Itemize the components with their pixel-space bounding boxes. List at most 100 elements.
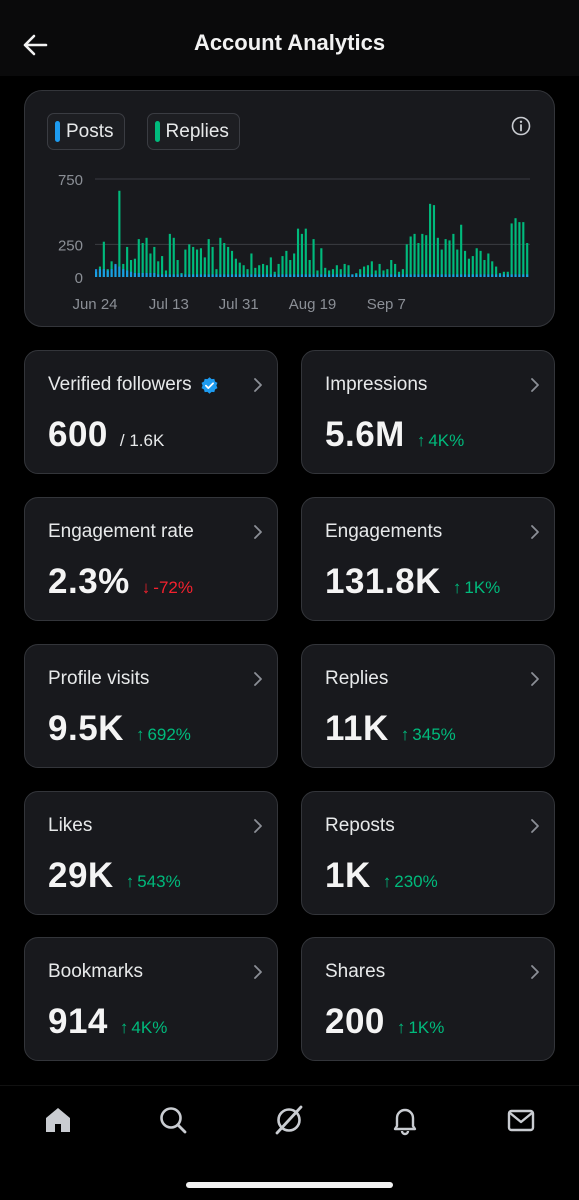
replies-bar: [296, 228, 300, 277]
posts-bar: [300, 274, 303, 277]
replies-bar: [157, 261, 160, 277]
replies-bar: [312, 239, 315, 277]
stat-card-reposts[interactable]: Reposts 1K ↑ 230%: [301, 791, 555, 915]
stat-card-impressions[interactable]: Impressions 5.6M ↑ 4K%: [301, 350, 555, 474]
posts-bar: [355, 274, 358, 277]
posts-bar: [262, 274, 265, 277]
stat-value: 5.6M: [325, 415, 405, 454]
trend-arrow-icon: ↑: [119, 1018, 129, 1037]
replies-bar: [417, 243, 420, 277]
trend-arrow-icon: ↑: [382, 872, 392, 891]
posts-bar: [491, 274, 494, 277]
chevron-right-icon: [531, 378, 539, 392]
replies-bar: [518, 222, 521, 277]
replies-bar: [479, 250, 482, 277]
posts-bar: [522, 274, 525, 277]
legend-replies[interactable]: Replies: [146, 113, 240, 150]
posts-bar: [273, 274, 276, 277]
tab-messages[interactable]: [491, 1100, 551, 1140]
replies-bar: [343, 263, 346, 277]
replies-bar: [304, 228, 307, 277]
posts-bar: [238, 274, 241, 277]
y-tick-label: 250: [58, 237, 83, 254]
tab-notifications[interactable]: [375, 1100, 435, 1140]
replies-bar: [250, 253, 253, 277]
stat-change: ↑ 692%: [136, 725, 191, 745]
legend-posts[interactable]: Posts: [47, 113, 125, 150]
chevron-right-icon: [254, 965, 262, 979]
stat-card-engagements[interactable]: Engagements 131.8K ↑ 1K%: [301, 497, 555, 621]
stat-card-bookmarks[interactable]: Bookmarks 914 ↑ 4K%: [24, 937, 278, 1061]
stat-card-profile-visits[interactable]: Profile visits 9.5K ↑ 692%: [24, 644, 278, 768]
posts-bar: [320, 274, 323, 277]
posts-bar: [417, 274, 420, 277]
stat-card-likes[interactable]: Likes 29K ↑ 543%: [24, 791, 278, 915]
posts-bar: [172, 274, 175, 277]
replies-bar: [436, 237, 439, 277]
stat-label: Engagements: [325, 521, 442, 543]
stat-card-replies[interactable]: Replies 11K ↑ 345%: [301, 644, 555, 768]
tab-home[interactable]: [28, 1100, 88, 1140]
posts-bar: [114, 263, 117, 277]
posts-bar: [219, 274, 222, 277]
stat-card-shares[interactable]: Shares 200 ↑ 1K%: [301, 937, 555, 1061]
replies-bar: [238, 262, 241, 277]
replies-bar: [405, 244, 408, 277]
y-tick-label: 0: [75, 270, 83, 287]
replies-bar: [510, 223, 513, 277]
posts-bar: [203, 274, 206, 277]
replies-bar: [234, 258, 237, 277]
posts-bar: [153, 273, 156, 277]
stat-value: 1K: [325, 856, 371, 895]
posts-bar: [95, 269, 98, 277]
x-tick-label: Jul 13: [149, 296, 189, 313]
replies-bar: [362, 266, 366, 277]
tab-search[interactable]: [143, 1100, 203, 1140]
chevron-right-icon: [254, 819, 262, 833]
posts-bar: [164, 274, 168, 277]
replies-bar: [526, 243, 529, 277]
posts-bar: [126, 270, 129, 277]
posts-bar: [502, 274, 505, 277]
posts-bar: [312, 274, 315, 277]
posts-bar: [362, 274, 366, 277]
stat-value-row: 11K ↑ 345%: [325, 709, 456, 749]
posts-bar: [452, 274, 455, 277]
replies-bar: [172, 237, 175, 277]
posts-bar: [141, 273, 144, 277]
stat-label-text: Engagement rate: [48, 521, 194, 542]
stat-card-verified-followers[interactable]: Verified followers 600 / 1.6K: [24, 350, 278, 474]
stat-value: 131.8K: [325, 562, 441, 601]
info-circle-icon[interactable]: [510, 115, 532, 137]
replies-bar: [475, 248, 478, 277]
bell-icon: [393, 1108, 417, 1136]
replies-bar: [320, 248, 323, 277]
posts-bar: [514, 274, 517, 277]
legend-replies-label: Replies: [165, 120, 229, 142]
replies-bar: [195, 249, 199, 277]
replies-bar: [522, 222, 525, 277]
posts-bar: [347, 274, 350, 277]
replies-bar: [452, 233, 455, 277]
replies-bar: [308, 260, 311, 277]
tab-grok[interactable]: [259, 1100, 319, 1140]
replies-bar: [176, 260, 179, 277]
chevron-right-icon: [531, 819, 539, 833]
replies-bar: [491, 261, 494, 277]
back-button[interactable]: [18, 28, 52, 62]
replies-bar: [161, 256, 164, 277]
replies-bar: [285, 250, 288, 277]
x-tick-label: Aug 19: [289, 296, 337, 313]
stat-label-text: Profile visits: [48, 668, 150, 689]
replies-bar: [483, 260, 486, 277]
stat-value-row: 9.5K ↑ 692%: [48, 709, 191, 749]
replies-bar: [444, 239, 447, 277]
replies-bar: [394, 263, 397, 277]
posts-bar: [335, 274, 338, 277]
posts-bar: [436, 274, 439, 277]
stat-value: 914: [48, 1002, 108, 1041]
posts-bar: [145, 273, 148, 277]
stat-card-engagement-rate[interactable]: Engagement rate 2.3% ↓ -72%: [24, 497, 278, 621]
posts-bar: [448, 274, 451, 277]
posts-bar: [421, 274, 424, 277]
